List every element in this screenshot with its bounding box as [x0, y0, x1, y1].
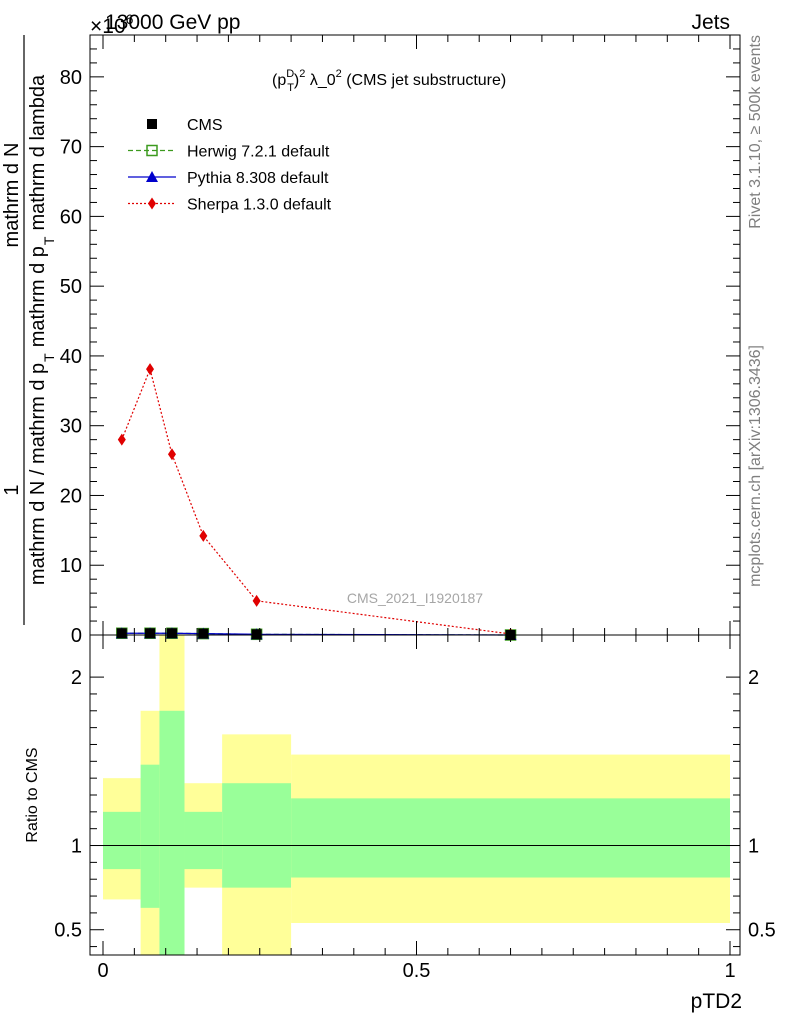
y-tick-label: 50 — [60, 276, 82, 298]
legend-marker — [147, 119, 157, 129]
ratio-y-tick-label-right: 2 — [748, 667, 759, 689]
axis-ticks — [90, 34, 740, 955]
axis-exponent: ×106 — [90, 11, 134, 38]
ratio-band-inner — [140, 764, 160, 908]
data-point — [199, 529, 208, 542]
series-sherpa — [117, 363, 515, 640]
legend-entry: Sherpa 1.3.0 default — [128, 197, 332, 214]
ratio-y-tick-label: 2 — [71, 667, 82, 689]
ratio-y-tick-label-right: 1 — [748, 836, 759, 858]
data-point — [198, 628, 209, 639]
y-tick-label: 80 — [60, 67, 82, 89]
x-tick-label: 0 — [97, 960, 108, 982]
legend-entry: Herwig 7.2.1 default — [128, 144, 330, 161]
y-tick-label: 40 — [60, 346, 82, 368]
ratio-y-tick-label: 1 — [71, 836, 82, 858]
ratio-band-inner — [103, 811, 141, 870]
plot-title: (pD T)2 λ_02 (CMS jet substructure) — [272, 68, 506, 94]
legend-marker — [146, 171, 158, 182]
header-process: Jets — [691, 11, 730, 34]
ratio-y-label: Ratio to CMS — [24, 747, 41, 842]
legend-entry: CMS — [147, 117, 223, 134]
mcplots-label: mcplots.cern.ch [arXiv:1306.3436] — [747, 345, 764, 587]
ratio-y-tick-label-right: 0.5 — [748, 920, 776, 942]
main-y-label: 1 mathrm dN mathrm d N / mathrm d pTmath… — [1, 35, 57, 625]
legend-marker — [148, 197, 156, 210]
data-point — [166, 628, 177, 639]
legend-marker — [146, 144, 158, 157]
legend-label: Pythia 8.308 default — [187, 170, 329, 187]
y-label-numerator: mathrm dN — [1, 143, 23, 248]
rivet-label: Rivet 3.1.10, ≥ 500k events — [747, 35, 764, 229]
x-tick-label: 0.5 — [403, 960, 431, 982]
y-tick-label: 10 — [60, 555, 82, 577]
ratio-bands — [103, 635, 730, 955]
y-label-one: 1 — [1, 484, 23, 495]
y-tick-label: 20 — [60, 485, 82, 507]
ratio-band-inner — [291, 798, 730, 878]
y-tick-label: 0 — [71, 625, 82, 647]
legend-label: Herwig 7.2.1 default — [187, 144, 330, 161]
legend: CMS Herwig 7.2.1 default Pythia 8.308 defa… — [128, 117, 332, 214]
data-point — [117, 433, 126, 446]
x-tick-label: 1 — [724, 960, 735, 982]
y-tick-label: 30 — [60, 416, 82, 438]
ratio-y-tick-label: 0.5 — [54, 920, 82, 942]
header-energy: 13000 GeV pp — [105, 11, 240, 34]
data-point — [252, 594, 261, 607]
y-tick-label: 60 — [60, 206, 82, 228]
legend-entry: Pythia 8.308 default — [128, 170, 329, 187]
data-point — [167, 448, 176, 461]
analysis-watermark: CMS_2021_I1920187 — [347, 590, 483, 606]
legend-label: Sherpa 1.3.0 default — [187, 197, 332, 214]
ratio-band-inner — [222, 783, 292, 888]
data-point — [145, 628, 156, 639]
main-series-layer — [115, 363, 517, 641]
data-point — [251, 629, 262, 640]
data-point — [116, 628, 127, 639]
ratio-band-inner — [184, 811, 223, 870]
legend-label: CMS — [187, 117, 223, 134]
y-label-denominator: mathrm d N / mathrm d pTmathrm d pTmathr… — [27, 74, 57, 585]
ratio-band-inner — [159, 710, 185, 955]
y-tick-label: 70 — [60, 137, 82, 159]
x-axis-label: pTD2 — [691, 990, 742, 1013]
series-line — [121, 367, 511, 635]
data-point — [146, 363, 155, 376]
